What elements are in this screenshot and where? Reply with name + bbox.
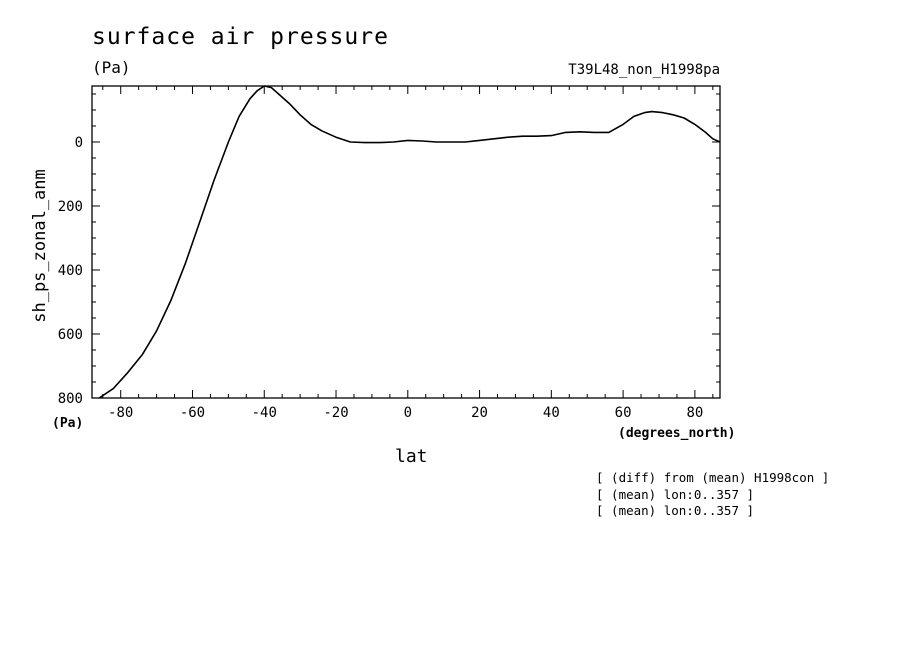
x-tick-label: 40	[543, 405, 560, 421]
y-tick-label: 0	[75, 135, 83, 151]
annotation-mean-lon: [ (mean) lon:0..357 ]	[596, 487, 755, 502]
x-tick-label: 20	[471, 405, 488, 421]
y-tick-label: 400	[58, 263, 83, 279]
x-tick-label: -60	[180, 405, 205, 421]
x-tick-label: -40	[252, 405, 277, 421]
x-tick-label: 80	[686, 405, 703, 421]
x-axis-unit: (degrees_north)	[618, 426, 736, 441]
series-line	[98, 85, 721, 399]
annotation-mean-lon: [ (mean) lon:0..357 ]	[596, 503, 755, 518]
chart-title: surface air pressure	[92, 24, 389, 50]
annotation-diff: [ (diff) from (mean) H1998con ]	[596, 470, 830, 485]
y-tick-label: 200	[58, 199, 83, 215]
title-unit: (Pa)	[92, 58, 131, 77]
run-label: T39L48_non_H1998pa	[568, 62, 720, 78]
y-tick-label: 600	[58, 327, 83, 343]
plot-frame	[91, 85, 721, 399]
x-tick-label: -80	[108, 405, 133, 421]
y-axis-label: sh_ps_zonal_anm	[30, 169, 50, 323]
y-axis-unit: (Pa)	[52, 416, 84, 431]
x-tick-label: -20	[323, 405, 348, 421]
x-tick-label: 60	[615, 405, 632, 421]
y-tick-label: 800	[58, 391, 83, 407]
x-axis-label: lat	[395, 446, 428, 467]
x-tick-label: 0	[404, 405, 412, 421]
